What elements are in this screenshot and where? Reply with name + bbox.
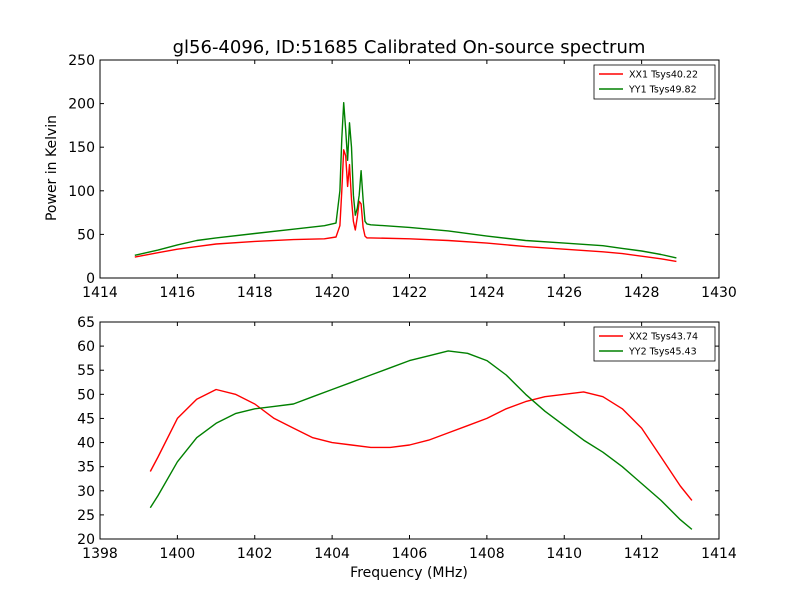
bottom-x-tick-label: 1400 [160,546,196,562]
bottom-x-axis-label: Frequency (MHz) [350,565,468,581]
bottom-y-tick-label: 60 [77,339,95,355]
bottom-x-tick-label: 1408 [469,546,505,562]
top-legend-label-2: YY1 Tsys49.82 [628,85,697,96]
bottom-y-tick-label: 45 [77,411,95,427]
bottom-series-line-1 [149,388,693,501]
top-panel: 1414 1416 1418 1420 1422 1424 1426 1428 1430 0 50 1… [68,53,737,301]
bottom-y-tick-label: 25 [77,508,95,524]
top-x-tick-label: 1428 [624,285,660,301]
top-x-tick-label: 1424 [469,285,505,301]
top-x-tick-label: 1414 [82,285,118,301]
chart-title: gl56-4096, ID:51685 Calibrated On-source… [173,37,646,58]
bottom-legend-box [593,326,716,362]
top-y-axis-label: Power in Kelvin [44,115,60,221]
top-y-tick-label: 100 [68,184,95,200]
bottom-x-tick-label: 1398 [82,546,118,562]
top-legend-box [593,64,716,100]
bottom-legend-label-1: XX2 Tsys43.74 [629,332,698,343]
top-y-tick-label: 0 [86,271,95,287]
bottom-x-tick-label: 1402 [237,546,273,562]
bottom-y-tick-label: 30 [77,484,95,500]
bottom-y-tick-label: 20 [77,532,95,548]
bottom-x-tick-label: 1414 [701,546,737,562]
top-y-tick-label: 250 [68,53,95,69]
bottom-series-line-2 [149,350,693,530]
bottom-x-tick-label: 1412 [624,546,660,562]
top-y-tick-label: 50 [77,227,95,243]
bottom-x-tick-label: 1406 [392,546,428,562]
bottom-y-tick-label: 65 [77,315,95,331]
bottom-legend-label-2: YY2 Tsys45.43 [628,347,697,358]
top-y-tick-label: 150 [68,140,95,156]
bottom-y-tick-label: 35 [77,460,95,476]
top-x-tick-label: 1422 [392,285,428,301]
top-legend-label-1: XX1 Tsys40.22 [629,70,698,81]
bottom-x-tick-label: 1404 [314,546,350,562]
top-x-tick-label: 1420 [314,285,350,301]
top-series-line-1 [134,149,677,263]
top-y-tick-label: 200 [68,97,95,113]
bottom-y-tick-label: 55 [77,363,95,379]
bottom-x-tick-label: 1410 [546,546,582,562]
top-x-tick-label: 1416 [160,285,196,301]
bottom-y-tick-label: 50 [77,387,95,403]
bottom-y-tick-label: 40 [77,436,95,452]
top-x-tick-label: 1426 [546,285,582,301]
top-x-tick-label: 1430 [701,285,737,301]
top-series-line-2 [134,101,677,259]
bottom-panel: 1398 1400 1402 1404 1406 1408 1410 1412 1414 20 25… [77,315,737,562]
top-x-tick-label: 1418 [237,285,273,301]
